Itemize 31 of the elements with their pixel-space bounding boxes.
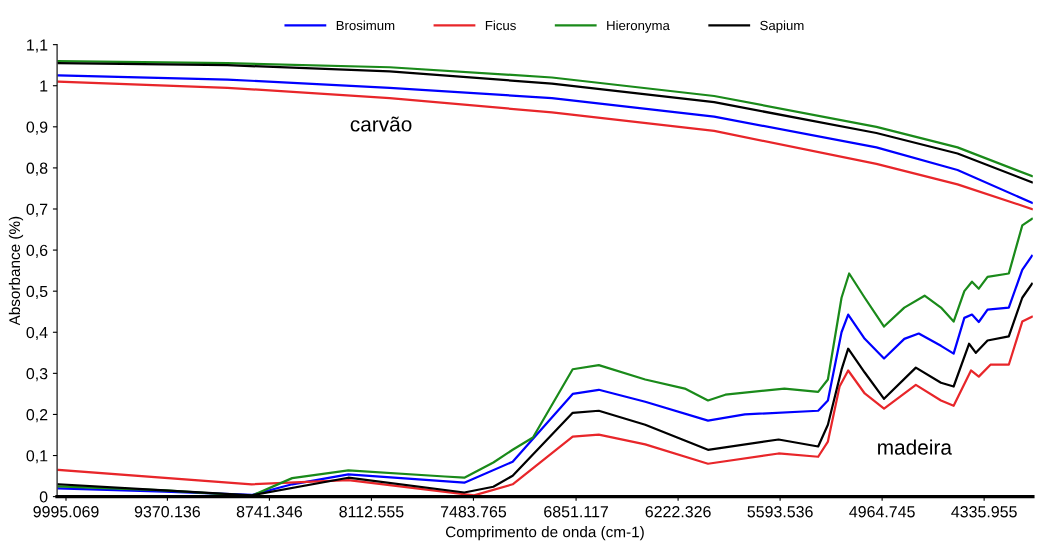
y-tick-label: 0,6 — [26, 244, 48, 258]
line-series — [57, 315, 1033, 497]
x-tick-label: 9370.136 — [134, 506, 200, 518]
x-tick-label: 4964.745 — [849, 506, 915, 518]
x-axis-title: Comprimento de onda (cm-1) — [445, 526, 644, 541]
y-tick-label: 0,4 — [26, 326, 48, 341]
y-tick-label: 0 — [39, 491, 48, 503]
legend-label: Ficus — [485, 20, 516, 31]
legend-label: Hieronyma — [607, 20, 670, 33]
y-tick-label: 0,2 — [26, 409, 48, 423]
x-tick-label: 6222.326 — [645, 506, 711, 518]
x-tick-label: 9995.069 — [33, 506, 99, 518]
annotation: madeira — [878, 439, 952, 455]
legend-label: Sapium — [760, 20, 804, 33]
x-tick-label: 8112.555 — [339, 506, 404, 518]
y-tick-label: 0,9 — [26, 121, 48, 135]
x-tick-label: 5593.536 — [747, 506, 813, 518]
y-tick-label: 1 — [40, 80, 48, 92]
y-tick-label: 0,3 — [26, 367, 48, 382]
y-tick-label: 0,5 — [26, 285, 48, 300]
y-tick-label: 0,1 — [26, 450, 48, 464]
annotation: carvão — [350, 116, 412, 132]
x-tick-label: 8741.346 — [236, 506, 303, 518]
y-tick-label: 1,1 — [27, 39, 48, 53]
x-tick-label: 6851.117 — [544, 506, 608, 518]
y-tick-label: 0,8 — [26, 162, 48, 176]
x-tick-label: 4335.955 — [951, 506, 1017, 518]
y-tick-label: 0,7 — [26, 203, 48, 217]
y-axis-title: Absorbance (%) — [8, 216, 24, 326]
legend-label: Brosimum — [336, 20, 395, 31]
x-tick-label: 7483.765 — [440, 506, 507, 518]
